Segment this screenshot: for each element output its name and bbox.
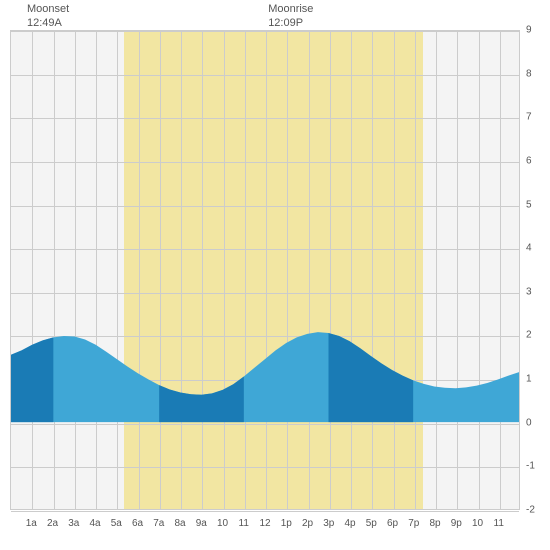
y-tick-label: 8 <box>526 68 532 79</box>
moon-event-time: 12:49A <box>27 16 69 30</box>
x-tick-label: 1a <box>26 518 37 529</box>
y-tick-label: 9 <box>526 25 532 36</box>
tide-area-dark <box>159 376 244 422</box>
x-tick-label: 11 <box>494 518 504 529</box>
tide-area-dark <box>329 333 414 422</box>
moon-event-label: Moonrise12:09P <box>268 2 313 31</box>
x-tick-label: 2p <box>302 518 313 529</box>
tide-area-dark <box>11 337 53 422</box>
y-tick-label: 2 <box>526 330 532 341</box>
y-tick-label: 0 <box>526 417 532 428</box>
y-tick-label: 1 <box>526 374 532 385</box>
x-tick-label: 8p <box>429 518 440 529</box>
x-tick-label: 5a <box>111 518 122 529</box>
y-tick-label: 7 <box>526 112 532 123</box>
y-tick-label: 6 <box>526 155 532 166</box>
x-tick-label: 3a <box>68 518 79 529</box>
y-tick-label: -2 <box>526 505 535 516</box>
x-tick-label: 9a <box>196 518 207 529</box>
grid-line-h <box>11 511 519 512</box>
x-tick-label: 12 <box>259 518 270 529</box>
x-tick-label: 7p <box>408 518 419 529</box>
x-tick-label: 4p <box>344 518 355 529</box>
x-tick-label: 10 <box>472 518 483 529</box>
x-tick-label: 3p <box>323 518 334 529</box>
x-tick-label: 5p <box>366 518 377 529</box>
moon-event-time: 12:09P <box>268 16 313 30</box>
x-tick-label: 7a <box>153 518 164 529</box>
y-tick-label: 4 <box>526 243 532 254</box>
x-tick-label: 6p <box>387 518 398 529</box>
moon-event-label: Moonset12:49A <box>27 2 69 31</box>
x-tick-label: 6a <box>132 518 143 529</box>
x-tick-label: 8a <box>174 518 185 529</box>
moon-event-title: Moonset <box>27 2 69 16</box>
moon-event-title: Moonrise <box>268 2 313 16</box>
tide-area-light <box>11 332 519 422</box>
plot-area <box>10 30 520 510</box>
x-tick-label: 2a <box>47 518 58 529</box>
x-tick-label: 1p <box>281 518 292 529</box>
x-tick-label: 10 <box>217 518 228 529</box>
y-tick-label: -1 <box>526 461 535 472</box>
x-tick-label: 11 <box>239 518 249 529</box>
y-tick-label: 5 <box>526 199 532 210</box>
y-tick-label: 3 <box>526 286 532 297</box>
x-tick-label: 4a <box>89 518 100 529</box>
tide-layer <box>11 31 519 509</box>
tide-chart: 1a2a3a4a5a6a7a8a9a1011121p2p3p4p5p6p7p8p… <box>0 0 550 550</box>
x-tick-label: 9p <box>451 518 462 529</box>
